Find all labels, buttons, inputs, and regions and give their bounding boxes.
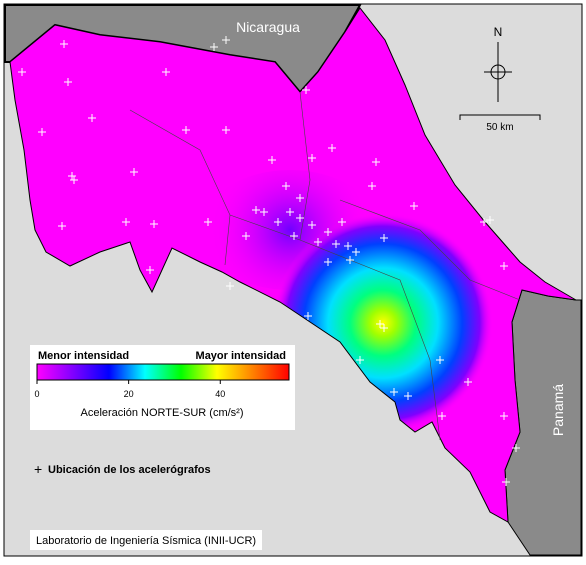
station <box>162 68 170 76</box>
credit-box <box>30 530 262 550</box>
station <box>18 68 26 76</box>
colorbar-low: Menor intensidad <box>38 350 129 362</box>
station <box>130 168 138 176</box>
station <box>150 220 158 228</box>
station <box>308 154 316 162</box>
station <box>438 412 446 420</box>
station <box>296 194 304 202</box>
colorbar-title: Aceleración NORTE-SUR (cm/s²) <box>81 407 244 419</box>
station <box>260 208 268 216</box>
station <box>464 378 472 386</box>
province-borders <box>129 91 521 441</box>
scale-bar <box>459 114 541 120</box>
station <box>344 242 352 250</box>
station <box>314 238 322 246</box>
station <box>346 256 354 264</box>
station <box>390 388 398 396</box>
north-arrow <box>484 42 512 102</box>
station <box>404 392 412 400</box>
station <box>352 248 360 256</box>
station <box>480 218 488 226</box>
colorbar-box <box>30 345 295 430</box>
station <box>64 78 72 86</box>
scale-label: 50 km <box>486 122 513 133</box>
station <box>182 126 190 134</box>
station <box>268 156 276 164</box>
station <box>296 214 304 222</box>
station <box>204 218 212 226</box>
station <box>252 206 260 214</box>
station <box>274 218 282 226</box>
station <box>380 234 388 242</box>
station <box>38 128 46 136</box>
station <box>68 172 76 180</box>
station <box>222 36 230 44</box>
colorbar-high: Mayor intensidad <box>196 350 286 362</box>
station <box>500 412 508 420</box>
station-symbol: + <box>34 461 42 477</box>
colorbar-tick-label: 40 <box>215 389 225 399</box>
station <box>58 222 66 230</box>
station <box>282 182 290 190</box>
colorbar-tick-label: 20 <box>124 389 134 399</box>
station-legend: Ubicación de los acelerógrafos <box>48 464 211 476</box>
station <box>372 158 380 166</box>
station <box>368 182 376 190</box>
credit: Laboratorio de Ingeniería Sísmica (INII-… <box>36 535 256 547</box>
station <box>324 228 332 236</box>
station <box>122 218 130 226</box>
country-label: Nicaragua <box>236 19 300 35</box>
station <box>226 282 234 290</box>
station <box>290 232 298 240</box>
colorbar <box>36 363 290 381</box>
station <box>286 208 294 216</box>
station <box>88 114 96 122</box>
station <box>502 478 510 486</box>
colorbar-tick-label: 0 <box>34 389 39 399</box>
station <box>146 266 154 274</box>
colorbar-ticks: 0 20 40 <box>34 380 225 399</box>
station <box>222 126 230 134</box>
north-label: N <box>494 25 503 39</box>
station <box>242 232 250 240</box>
country-label: Panamá <box>550 384 566 436</box>
station <box>356 356 364 364</box>
station <box>376 320 384 328</box>
station <box>338 218 346 226</box>
station <box>210 43 218 51</box>
station <box>308 221 316 229</box>
station <box>500 262 508 270</box>
station <box>486 216 494 224</box>
station <box>60 40 68 48</box>
station <box>436 356 444 364</box>
station <box>410 202 418 210</box>
station <box>512 444 520 452</box>
station <box>70 176 78 184</box>
station <box>328 144 336 152</box>
stations <box>18 36 520 486</box>
station <box>380 324 388 332</box>
station <box>302 86 310 94</box>
station <box>332 240 340 248</box>
station <box>304 312 312 320</box>
station <box>324 258 332 266</box>
